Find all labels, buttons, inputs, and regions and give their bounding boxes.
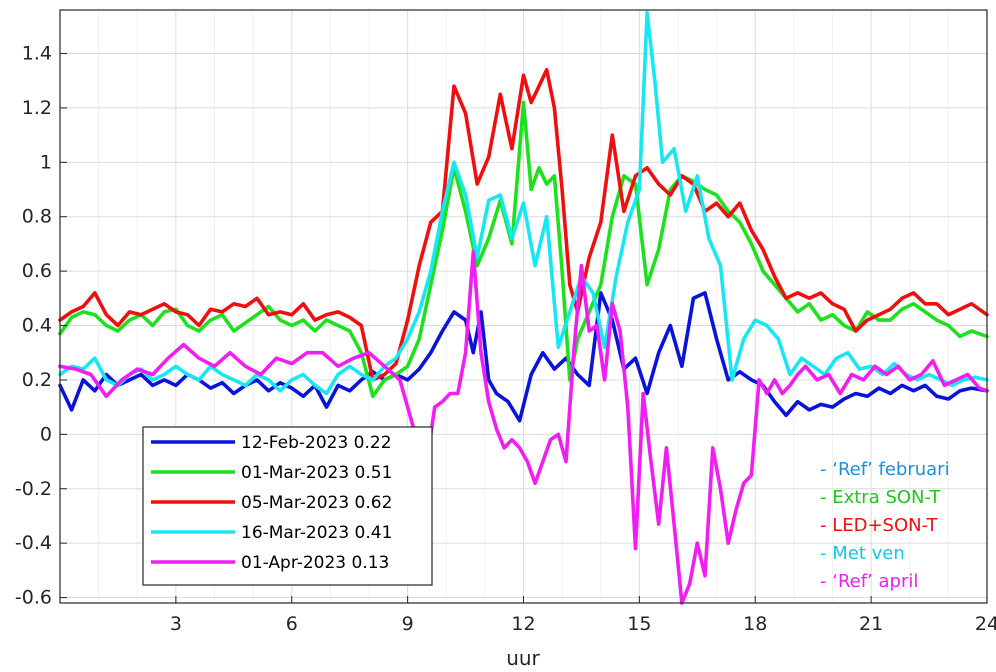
x-tick-label-6: 21 — [859, 613, 883, 635]
legend: 12-Feb-2023 0.22 01-Mar-2023 0.51 05-Mar-2… — [142, 426, 433, 586]
x-tick-label-7: 24 — [975, 613, 996, 635]
series-line-0 — [58, 291, 989, 423]
annotation-list: - ‘Ref’ februari - Extra SON-T - LED+SON-T… — [820, 459, 950, 592]
legend-label-4: 01-Apr-2023 0.13 — [241, 553, 389, 573]
annotation-3: - Met ven — [820, 543, 905, 564]
series-line-3 — [58, 10, 989, 396]
x-tick-label-2: 9 — [402, 613, 414, 635]
annotation-0: - ‘Ref’ februari — [820, 459, 950, 480]
y-tick-label-5: 0.4 — [22, 315, 52, 337]
y-axis-ticks: -0.6 -0.4 -0.2 0 0.2 0.4 0.6 0.8 1 1.2 1.4 — [15, 43, 67, 609]
x-tick-label-1: 6 — [286, 613, 298, 635]
y-tick-label-8: 1 — [40, 151, 52, 173]
x-tick-label-5: 18 — [743, 613, 767, 635]
y-tick-label-10: 1.4 — [22, 43, 52, 65]
legend-box — [142, 426, 433, 586]
legend-label-1: 01-Mar-2023 0.51 — [241, 463, 392, 483]
y-tick-label-7: 0.8 — [22, 206, 52, 228]
y-tick-label-1: -0.4 — [15, 532, 52, 554]
legend-label-2: 05-Mar-2023 0.62 — [241, 493, 392, 513]
series-line-2 — [58, 68, 989, 382]
y-tick-label-3: 0 — [40, 423, 52, 445]
series-line-1 — [58, 100, 989, 399]
y-tick-label-9: 1.2 — [22, 97, 52, 119]
x-tick-label-3: 12 — [511, 613, 535, 635]
x-tick-label-4: 15 — [627, 613, 651, 635]
annotation-2: - LED+SON-T — [820, 515, 938, 536]
series-line-4 — [58, 250, 989, 605]
y-tick-label-0: -0.6 — [15, 587, 52, 609]
x-axis-ticks: 3 6 9 12 15 18 21 24 — [170, 596, 996, 635]
legend-label-0: 12-Feb-2023 0.22 — [241, 433, 392, 453]
series-layer — [58, 10, 989, 605]
annotation-1: - Extra SON-T — [820, 487, 941, 508]
y-tick-label-4: 0.2 — [22, 369, 52, 391]
y-tick-label-6: 0.6 — [22, 260, 52, 282]
y-tick-label-2: -0.2 — [15, 478, 52, 500]
annotation-4: - ‘Ref’ april — [820, 571, 918, 592]
x-axis-label: uur — [506, 646, 540, 670]
x-tick-label-0: 3 — [170, 613, 182, 635]
legend-label-3: 16-Mar-2023 0.41 — [241, 523, 392, 543]
